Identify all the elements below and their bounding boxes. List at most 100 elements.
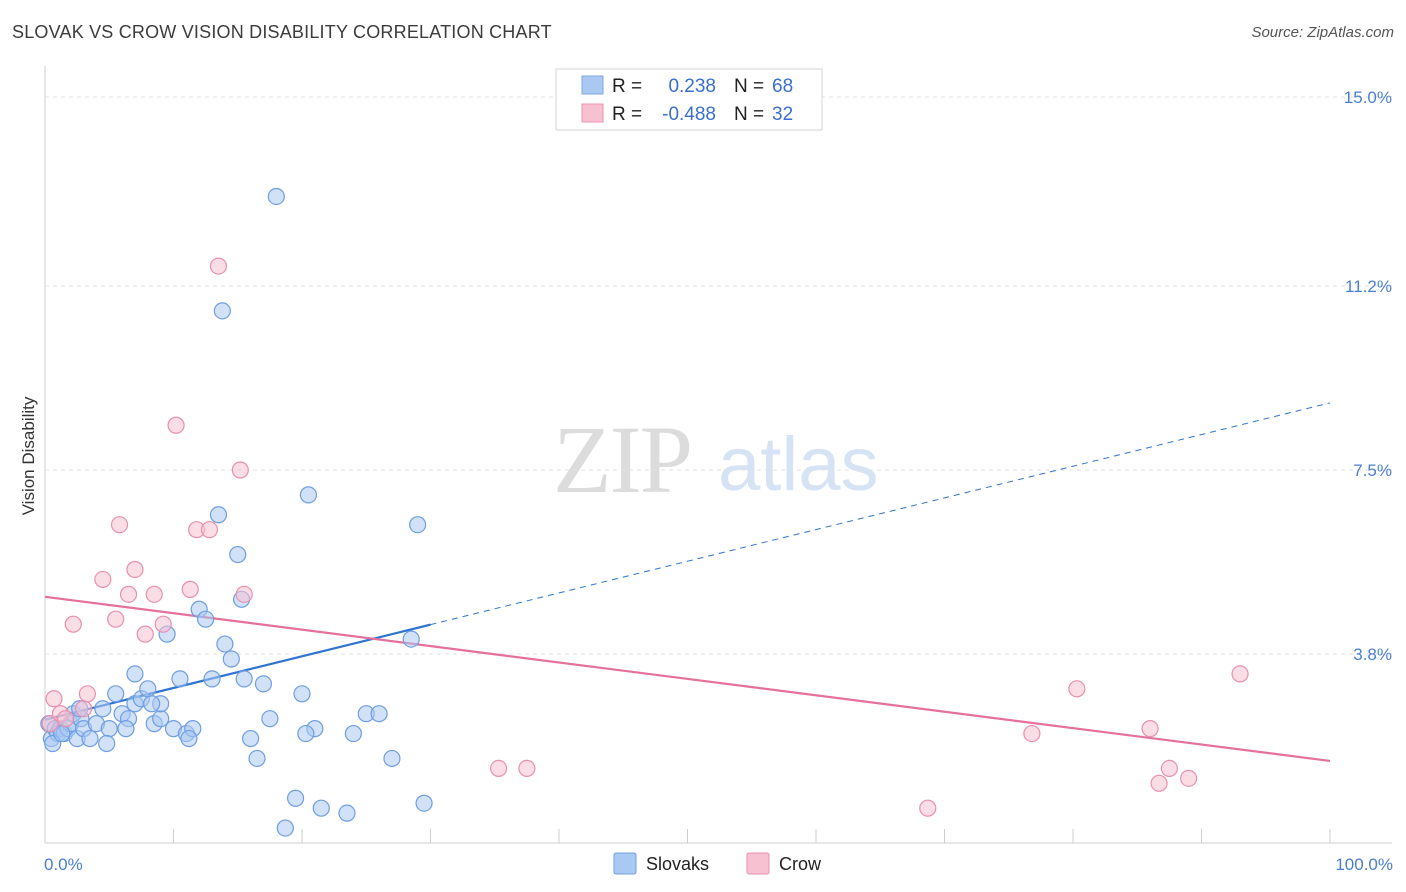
point-crow-20	[231, 461, 249, 479]
point-slovaks-48	[312, 799, 330, 817]
point-slovaks-41	[254, 675, 273, 693]
grid-lines	[45, 96, 1392, 655]
point-slovaks-61	[143, 695, 161, 713]
point-crow-19	[209, 257, 228, 275]
legend-swatch-slovaks	[581, 75, 604, 95]
y-axis-title: Vision Disability	[19, 396, 38, 515]
chart-title: SLOVAK VS CROW VISION DISABILITY CORRELA…	[12, 22, 552, 42]
point-crow-1	[45, 690, 63, 708]
correlation-legend: R = 0.238 N = 68 R = -0.488 N = 32	[555, 68, 823, 131]
legend-n-value-slovaks: 68	[772, 76, 793, 97]
bottom-legend-swatch-slovaks	[613, 852, 637, 875]
bottom-legend-label-crow: Crow	[779, 854, 822, 874]
point-crow-12	[136, 625, 154, 643]
point-crow-4	[64, 615, 82, 633]
point-slovaks-15	[100, 720, 118, 738]
point-crow-21	[235, 585, 253, 603]
point-crow-23	[518, 759, 536, 778]
legend-swatch-crow	[581, 103, 604, 123]
point-slovaks-53	[402, 630, 420, 648]
point-crow-11	[126, 560, 144, 579]
point-slovaks-66	[297, 724, 315, 743]
point-crow-8	[107, 610, 125, 628]
point-slovaks-16	[107, 685, 125, 703]
point-crow-7	[94, 570, 112, 589]
watermark-atlas: atlas	[718, 422, 879, 507]
data-points	[40, 187, 1249, 837]
point-crow-29	[1160, 759, 1178, 778]
point-slovaks-63	[213, 302, 231, 320]
legend-n-value-crow: 32	[772, 104, 793, 125]
point-crow-25	[1023, 724, 1041, 743]
point-slovaks-20	[126, 665, 144, 683]
point-crow-14	[154, 615, 172, 633]
y-tick-label-1: 7.5%	[1353, 461, 1392, 480]
point-crow-30	[1180, 769, 1198, 787]
series-legend: Slovaks Crow	[613, 852, 822, 875]
point-slovaks-12	[81, 729, 99, 748]
point-crow-27	[1141, 720, 1159, 738]
trendline-slovaks-dashed	[430, 402, 1331, 626]
point-slovaks-14	[94, 700, 112, 718]
point-crow-16	[181, 580, 199, 598]
watermark: ZIP atlas	[553, 406, 879, 513]
point-slovaks-36	[222, 650, 240, 668]
point-crow-0	[41, 715, 59, 733]
y-tick-label-2: 11.2%	[1345, 277, 1392, 296]
point-slovaks-52	[383, 749, 401, 768]
bottom-legend-swatch-crow	[746, 852, 770, 875]
point-slovaks-35	[216, 635, 234, 653]
x-tick-label-1: 100.0%	[1335, 855, 1393, 874]
point-slovaks-43	[267, 187, 285, 206]
point-slovaks-51	[370, 705, 388, 723]
point-crow-6	[78, 685, 97, 703]
point-crow-24	[919, 799, 937, 817]
axes	[44, 66, 1392, 844]
legend-n-label-0: N =	[734, 76, 764, 97]
point-crow-28	[1150, 774, 1168, 792]
source-label: Source: ZipAtlas.com	[1251, 24, 1394, 41]
point-slovaks-40	[248, 749, 266, 768]
point-slovaks-32	[197, 610, 215, 628]
point-crow-18	[200, 521, 219, 539]
trendline-crow	[44, 595, 1331, 763]
point-slovaks-44	[286, 789, 305, 807]
watermark-zip: ZIP	[553, 406, 691, 513]
point-crow-9	[110, 516, 129, 534]
y-tick-label-3: 15.0%	[1344, 88, 1392, 107]
point-crow-10	[119, 585, 138, 603]
point-slovaks-54	[409, 516, 427, 534]
point-slovaks-49	[338, 804, 356, 822]
point-slovaks-22	[139, 680, 157, 698]
legend-r-label-1: R =	[612, 104, 642, 125]
legend-r-value-crow: -0.488	[662, 104, 716, 125]
point-slovaks-34	[209, 506, 228, 524]
x-tick-label-0: 0.0%	[44, 855, 83, 874]
bottom-legend-label-slovaks: Slovaks	[646, 854, 709, 874]
point-slovaks-28	[171, 670, 189, 688]
point-crow-22	[490, 759, 508, 778]
tick-labels: 3.8% 7.5% 11.2% 15.0% 0.0% 100.0%	[44, 88, 1393, 874]
point-slovaks-38	[235, 670, 253, 688]
point-slovaks-39	[242, 729, 260, 748]
point-crow-13	[145, 585, 163, 603]
point-slovaks-46	[299, 486, 318, 504]
point-slovaks-55	[415, 794, 433, 812]
point-slovaks-65	[276, 819, 294, 837]
point-slovaks-45	[293, 685, 311, 703]
point-slovaks-60	[117, 720, 135, 738]
point-slovaks-62	[180, 729, 198, 748]
point-slovaks-59	[98, 734, 116, 753]
point-slovaks-33	[203, 670, 221, 688]
point-crow-3	[56, 710, 75, 728]
point-crow-31	[1231, 665, 1249, 683]
point-slovaks-67	[344, 724, 362, 743]
legend-n-label-1: N =	[734, 104, 764, 125]
point-crow-5	[74, 700, 93, 718]
legend-r-label-0: R =	[612, 76, 642, 97]
point-slovaks-42	[261, 710, 279, 728]
y-tick-label-0: 3.8%	[1353, 645, 1392, 664]
point-crow-15	[167, 416, 185, 434]
legend-r-value-slovaks: 0.238	[668, 76, 716, 97]
